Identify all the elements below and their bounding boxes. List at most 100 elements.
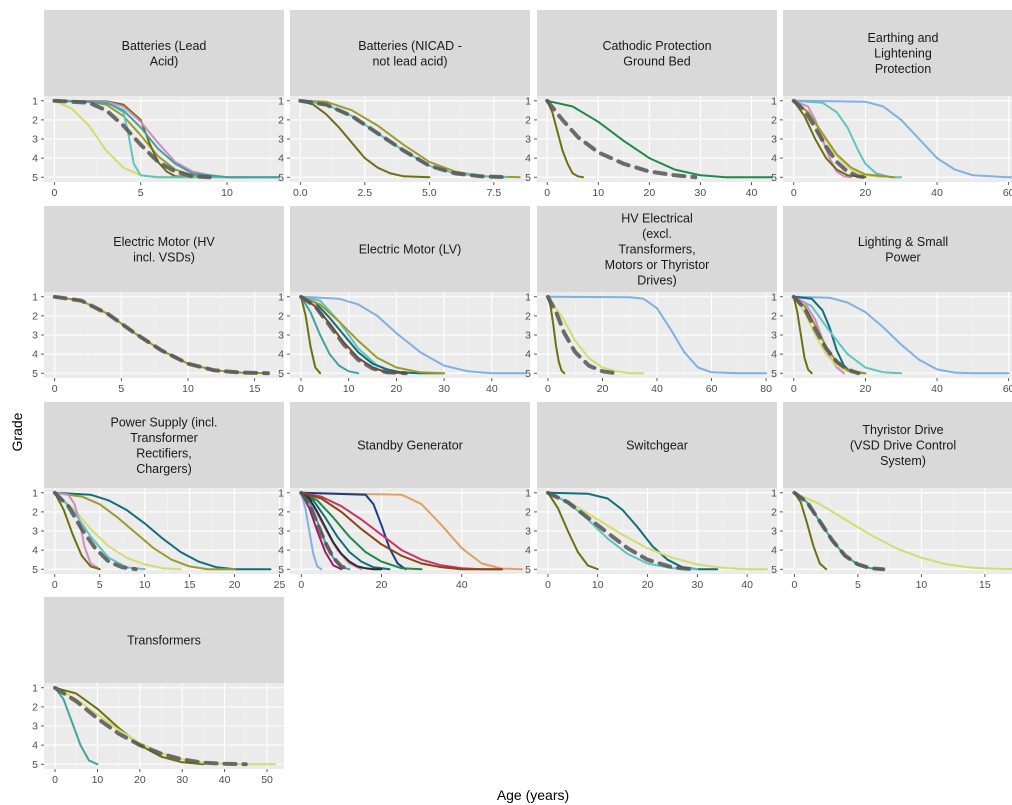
x-tick-label: 20 (860, 187, 872, 199)
facet-strip (44, 597, 284, 683)
facet-panel: Electric Motor (LV) 1 2 3 4 5 0 10 20 30 40 (278, 206, 530, 395)
series-line (546, 295, 645, 375)
y-tick-label: 4 (32, 545, 38, 557)
facet-title: Electric Motor (LV) (359, 243, 462, 257)
mean-curve-dashed (299, 490, 352, 572)
mean-curve-dashed (52, 490, 138, 572)
series-line (793, 491, 1012, 571)
x-tick-label: 10 (182, 383, 194, 395)
series-line (792, 99, 867, 179)
mean-curve-dashed (791, 294, 861, 376)
facet-title: not lead acid) (372, 54, 447, 68)
y-tick-label: 5 (771, 564, 777, 576)
x-tick-label: 0 (791, 383, 797, 395)
facet-panel: Standby Generator 1 2 3 4 5 0 20 40 (278, 402, 530, 591)
y-tick-label: 2 (525, 310, 531, 322)
x-tick-label: 30 (691, 579, 703, 591)
facet-strip (783, 402, 1012, 488)
series-line (546, 99, 584, 179)
series-line (300, 295, 446, 375)
y-tick-label: 4 (32, 349, 38, 361)
x-tick-label: 50 (261, 774, 273, 786)
x-tick-label: 10 (592, 187, 604, 199)
y-tick-label: 3 (525, 526, 531, 538)
facet-title: Cathodic Protection (602, 39, 711, 53)
y-tick-label: 1 (278, 95, 284, 107)
series-line (300, 491, 343, 571)
x-tick-label: 5 (97, 579, 103, 591)
facet-title: Motors or Thyristor (605, 258, 710, 272)
y-tick-label: 3 (771, 134, 777, 146)
x-tick-label: 10 (343, 383, 355, 395)
facet-panel: Power Supply (incl. TransformerRectifiers… (32, 402, 286, 591)
x-tick-label: 10 (221, 187, 233, 199)
x-tick-label: 15 (979, 579, 991, 591)
y-tick-label: 4 (278, 153, 284, 165)
facet-strip (783, 206, 1012, 292)
x-tick-label: 5 (855, 579, 861, 591)
facet-title: (VSD Drive Control (850, 439, 956, 453)
y-tick-label: 4 (525, 349, 531, 361)
x-tick-label: 0 (52, 579, 58, 591)
y-tick-label: 1 (32, 682, 38, 694)
facet-panel: Thyristor Drive (VSD Drive ControlSystem)… (771, 402, 1012, 591)
series-line (792, 295, 1010, 375)
x-tick-label: 25 (274, 579, 286, 591)
y-tick-label: 5 (32, 759, 38, 771)
facet-title: Acid) (150, 54, 178, 68)
y-tick-label: 4 (278, 545, 284, 557)
y-tick-label: 1 (32, 487, 38, 499)
y-tick-label: 4 (525, 545, 531, 557)
y-tick-label: 4 (32, 153, 38, 165)
x-tick-label: 20 (229, 579, 241, 591)
facet-title: Power (885, 250, 920, 264)
x-axis-title: Age (years) (497, 787, 569, 803)
x-tick-label: 2.5 (358, 187, 373, 199)
y-tick-label: 3 (771, 526, 777, 538)
y-tick-label: 2 (278, 310, 284, 322)
x-tick-label: 0 (298, 579, 304, 591)
y-tick-label: 3 (278, 134, 284, 146)
facet-title: Batteries (Lead (122, 39, 207, 53)
facet-title: Transformers, (618, 243, 695, 257)
y-tick-label: 5 (525, 564, 531, 576)
facet-title: System) (880, 454, 926, 468)
facet-strip (537, 402, 777, 488)
y-tick-label: 4 (771, 153, 777, 165)
y-tick-label: 5 (32, 368, 38, 380)
x-tick-label: 10 (916, 579, 928, 591)
series-line (300, 491, 391, 571)
series-line (299, 99, 431, 179)
mean-curve-dashed (791, 98, 868, 180)
y-tick-label: 5 (278, 368, 284, 380)
x-tick-label: 5.0 (422, 187, 437, 199)
x-tick-label: 10 (92, 774, 104, 786)
facet-strip (290, 10, 530, 96)
x-tick-label: 0 (544, 187, 550, 199)
x-tick-label: 0 (51, 187, 57, 199)
y-tick-label: 1 (771, 95, 777, 107)
facet-title: Chargers) (136, 462, 192, 476)
x-tick-label: 40 (486, 383, 498, 395)
x-tick-label: 20 (134, 774, 146, 786)
mean-curve-dashed (545, 98, 698, 180)
x-tick-label: 0 (545, 579, 551, 591)
x-tick-label: 15 (184, 579, 196, 591)
facet-title: Lighting & Small (858, 235, 948, 249)
facet-strip (44, 402, 284, 488)
x-tick-label: 80 (760, 383, 772, 395)
y-tick-label: 4 (771, 545, 777, 557)
x-tick-label: 20 (643, 187, 655, 199)
facet-title: Earthing and (868, 31, 939, 45)
x-tick-label: 40 (219, 774, 231, 786)
y-tick-label: 3 (32, 330, 38, 342)
series-line (300, 295, 446, 375)
x-tick-label: 20 (642, 579, 654, 591)
facet-strip (537, 10, 777, 96)
series-line (792, 99, 895, 179)
facet-panel: Switchgear 1 2 3 4 5 0 10 20 30 40 (525, 402, 777, 591)
